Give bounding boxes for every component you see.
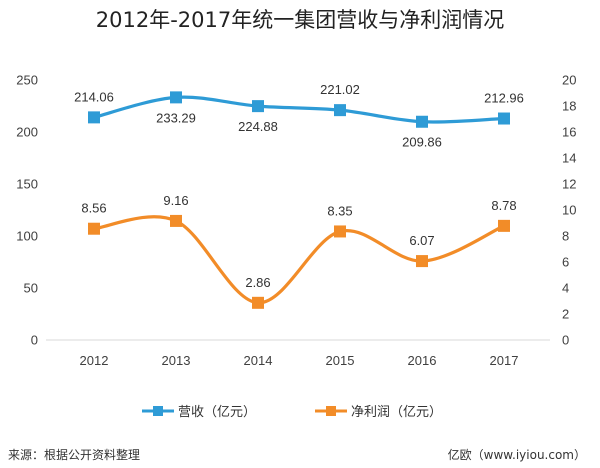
legend: 营收（亿元） 净利润（亿元） bbox=[142, 405, 442, 420]
x-tick-label: 2014 bbox=[244, 353, 273, 368]
revenue-point bbox=[170, 91, 182, 104]
y-left-tick-label: 0 bbox=[31, 333, 38, 348]
x-tick-label: 2017 bbox=[490, 353, 519, 368]
revenue-data-label: 224.88 bbox=[238, 119, 278, 134]
y-right-tick-label: 12 bbox=[562, 177, 576, 192]
net-profit-point bbox=[334, 225, 346, 238]
net-profit-data-label: 8.78 bbox=[491, 198, 516, 213]
y-right-tick-label: 6 bbox=[562, 255, 569, 270]
net-profit-legend-label: 净利润（亿元） bbox=[351, 405, 442, 420]
net-profit-series-line bbox=[92, 215, 506, 305]
revenue-data-label: 233.29 bbox=[156, 110, 196, 125]
revenue-point bbox=[334, 104, 346, 117]
x-tick-label: 2016 bbox=[408, 353, 437, 368]
net-profit-point bbox=[498, 219, 510, 232]
brand-credit: 亿欧（www.iyiou.com） bbox=[448, 447, 586, 462]
revenue-data-label: 221.02 bbox=[320, 82, 360, 97]
net-profit-data-label: 9.16 bbox=[163, 193, 188, 208]
source-note: 来源：根据公开资料整理 bbox=[8, 447, 140, 462]
net-profit-data-label: 8.35 bbox=[327, 203, 352, 218]
net-profit-data-label: 6.07 bbox=[409, 233, 434, 248]
chart-title: 2012年-2017年统一集团营收与净利润情况 bbox=[96, 8, 504, 32]
revenue-data-label: 209.86 bbox=[402, 135, 442, 150]
revenue-point bbox=[88, 111, 100, 124]
y-right-tick-label: 14 bbox=[562, 151, 576, 166]
y-right-tick-label: 10 bbox=[562, 203, 576, 218]
revenue-data-label: 214.06 bbox=[74, 89, 114, 104]
revenue-data-label: 212.96 bbox=[484, 91, 524, 106]
revenue-legend-label: 营收（亿元） bbox=[178, 405, 256, 420]
y-left-tick-label: 250 bbox=[16, 73, 38, 88]
net-profit-point bbox=[416, 255, 428, 268]
y-right-tick-label: 4 bbox=[562, 281, 569, 296]
revenue-point bbox=[498, 112, 510, 125]
revenue-point bbox=[416, 115, 428, 128]
x-tick-label: 2013 bbox=[162, 353, 191, 368]
y-left-tick-label: 100 bbox=[16, 229, 38, 244]
x-tick-label: 2012 bbox=[80, 353, 109, 368]
axes: 0 50 100 150 200 250 0 2 4 6 8 10 12 14 16 18 20 2012 2013… bbox=[16, 73, 576, 369]
net-profit-point bbox=[252, 296, 264, 309]
y-right-tick-label: 18 bbox=[562, 99, 576, 114]
y-right-tick-label: 20 bbox=[562, 73, 576, 88]
y-left-tick-label: 200 bbox=[16, 125, 38, 140]
plot-area: 214.06 233.29 224.88 221.02 209.86 212.96 8.56… bbox=[74, 82, 524, 309]
net-profit-data-label: 8.56 bbox=[81, 201, 106, 216]
y-left-tick-label: 150 bbox=[16, 177, 38, 192]
y-right-tick-label: 2 bbox=[562, 307, 569, 322]
y-right-tick-label: 0 bbox=[562, 333, 569, 348]
net-profit-data-label: 2.86 bbox=[245, 275, 270, 290]
net-profit-legend-marker bbox=[326, 406, 336, 416]
y-left-tick-label: 50 bbox=[24, 281, 38, 296]
revenue-series-line bbox=[92, 95, 506, 124]
net-profit-point bbox=[170, 214, 182, 227]
revenue-legend-marker bbox=[153, 406, 163, 416]
y-right-tick-label: 16 bbox=[562, 125, 576, 140]
net-profit-point bbox=[88, 222, 100, 235]
revenue-point bbox=[252, 100, 264, 113]
y-right-tick-label: 8 bbox=[562, 229, 569, 244]
x-tick-label: 2015 bbox=[326, 353, 355, 368]
